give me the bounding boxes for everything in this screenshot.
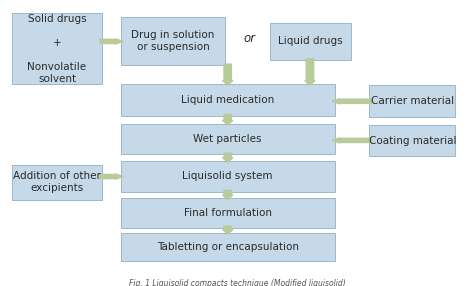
Text: Coating material: Coating material xyxy=(369,136,456,146)
Text: Liquid medication: Liquid medication xyxy=(181,95,274,105)
FancyBboxPatch shape xyxy=(121,233,335,261)
FancyBboxPatch shape xyxy=(121,198,335,228)
FancyBboxPatch shape xyxy=(270,23,351,60)
Text: Liquisolid system: Liquisolid system xyxy=(182,171,273,181)
FancyBboxPatch shape xyxy=(12,165,102,200)
Text: Liquid drugs: Liquid drugs xyxy=(278,36,343,46)
Text: Carrier material: Carrier material xyxy=(371,96,454,106)
FancyArrow shape xyxy=(100,174,123,179)
FancyBboxPatch shape xyxy=(369,85,456,117)
FancyArrow shape xyxy=(223,226,233,234)
FancyArrow shape xyxy=(223,64,233,85)
Text: or: or xyxy=(244,32,256,45)
Text: Fig. 1 Liquisolid compacts technique (Modified liquisolid): Fig. 1 Liquisolid compacts technique (Mo… xyxy=(128,279,346,286)
Text: Tabletting or encapsulation: Tabletting or encapsulation xyxy=(157,242,299,252)
FancyBboxPatch shape xyxy=(369,125,456,156)
Text: Addition of other
excipients: Addition of other excipients xyxy=(13,171,101,193)
FancyArrow shape xyxy=(223,115,233,125)
Text: Solid drugs

+

Nonvolatile
solvent: Solid drugs + Nonvolatile solvent xyxy=(27,14,87,84)
FancyBboxPatch shape xyxy=(121,17,226,65)
FancyArrow shape xyxy=(223,153,233,162)
FancyArrow shape xyxy=(223,190,233,200)
Text: Wet particles: Wet particles xyxy=(193,134,262,144)
FancyBboxPatch shape xyxy=(121,124,335,154)
FancyBboxPatch shape xyxy=(121,161,335,192)
FancyBboxPatch shape xyxy=(12,13,102,84)
Text: Final formulation: Final formulation xyxy=(184,208,272,218)
FancyArrow shape xyxy=(305,59,315,85)
FancyArrow shape xyxy=(100,39,123,44)
FancyArrow shape xyxy=(332,138,372,143)
Text: Drug in solution
or suspension: Drug in solution or suspension xyxy=(131,30,215,52)
FancyBboxPatch shape xyxy=(121,84,335,116)
FancyArrow shape xyxy=(332,99,372,104)
